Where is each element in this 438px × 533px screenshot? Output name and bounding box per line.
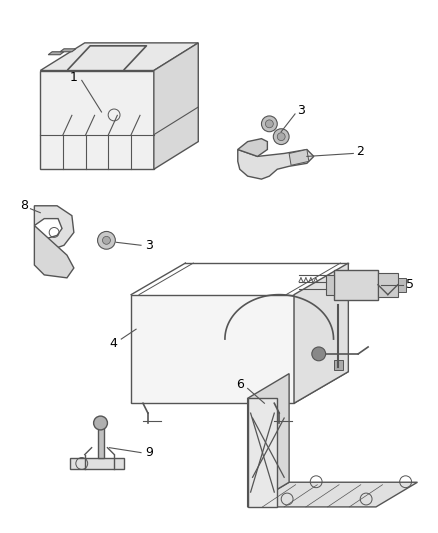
Bar xyxy=(397,278,405,292)
Bar xyxy=(70,457,124,470)
Polygon shape xyxy=(34,206,74,250)
Text: 5: 5 xyxy=(405,278,413,291)
Text: 6: 6 xyxy=(235,378,243,391)
Bar xyxy=(377,273,397,296)
Polygon shape xyxy=(131,372,348,403)
Text: 3: 3 xyxy=(297,103,304,117)
Circle shape xyxy=(93,416,107,430)
Text: 9: 9 xyxy=(145,446,152,459)
Polygon shape xyxy=(34,225,74,278)
Circle shape xyxy=(265,120,273,128)
Polygon shape xyxy=(60,49,76,52)
Bar xyxy=(333,360,343,370)
Circle shape xyxy=(273,129,289,144)
Polygon shape xyxy=(237,149,313,179)
Circle shape xyxy=(311,347,325,361)
Polygon shape xyxy=(153,43,198,169)
Circle shape xyxy=(102,237,110,244)
Polygon shape xyxy=(247,482,417,507)
Polygon shape xyxy=(40,70,153,169)
Bar xyxy=(333,270,377,300)
Bar xyxy=(97,423,104,457)
Polygon shape xyxy=(48,52,64,55)
Text: 4: 4 xyxy=(109,336,117,350)
Circle shape xyxy=(97,231,115,249)
Polygon shape xyxy=(237,139,267,156)
Circle shape xyxy=(261,116,277,132)
Bar xyxy=(325,275,333,295)
Polygon shape xyxy=(293,263,348,403)
Text: 2: 2 xyxy=(356,145,363,158)
Polygon shape xyxy=(289,149,308,165)
Text: 3: 3 xyxy=(145,239,152,252)
Polygon shape xyxy=(247,398,277,507)
Polygon shape xyxy=(40,43,198,70)
Polygon shape xyxy=(131,295,293,403)
Polygon shape xyxy=(247,374,289,507)
Text: 1: 1 xyxy=(70,71,78,84)
Text: 8: 8 xyxy=(21,199,28,212)
Circle shape xyxy=(277,133,285,141)
